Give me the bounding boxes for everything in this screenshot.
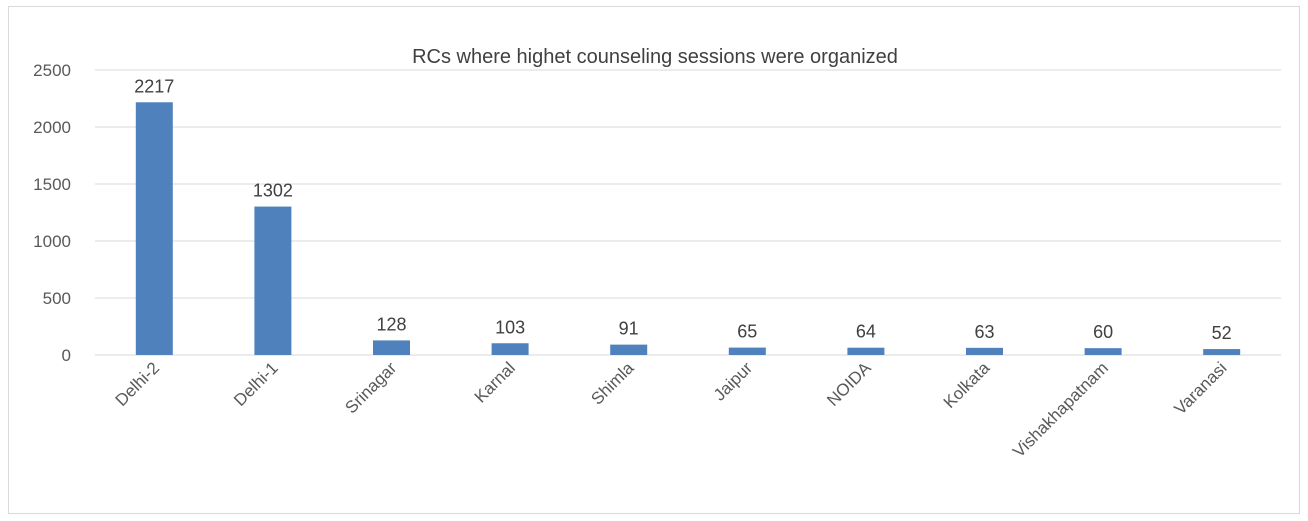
bar [847,347,885,355]
chart-title: RCs where highet counseling sessions wer… [412,46,898,68]
y-tick-label: 0 [62,346,71,365]
bar [1203,349,1241,355]
y-tick-label: 2000 [33,118,71,137]
gridlines [95,69,1281,356]
bar [373,340,410,355]
category-label: NOIDA [823,358,875,410]
data-label: 64 [856,322,876,342]
data-labels: 2217 1302 128 103 91 65 64 63 60 52 [134,76,1231,343]
bar [491,343,529,355]
x-axis-categories: Delhi-2 Delhi-1 Srinagar Karnal Shimla Jaipur… [112,358,1231,461]
data-label: 60 [1093,322,1113,342]
bar-chart: RCs where highet counseling sessions wer… [33,46,1281,461]
bar [135,102,173,356]
category-label: Delhi-1 [230,358,282,410]
data-label: 91 [619,319,639,339]
y-tick-label: 1000 [33,232,71,251]
bars [135,102,1241,356]
category-label: Varanasi [1171,358,1231,418]
data-label: 128 [376,314,406,334]
category-label: Srinagar [341,358,400,417]
category-label: Karnal [471,358,519,406]
chart-area: RCs where highet counseling sessions wer… [8,6,1300,514]
category-label: Shimla [587,358,638,409]
data-label: 1302 [253,181,293,201]
y-tick-label: 500 [43,289,71,308]
category-label: Jaipur [710,358,756,404]
bar [1084,348,1122,355]
bar [610,344,648,355]
bar [728,347,766,355]
data-label: 52 [1212,323,1232,343]
data-label: 65 [737,322,757,342]
bar [254,206,292,355]
data-label: 63 [974,322,994,342]
data-label: 103 [495,317,525,337]
bar [966,347,1003,355]
y-axis-ticks: 0 500 1000 1500 2000 2500 [33,61,71,365]
category-label: Delhi-2 [112,358,164,410]
data-label: 2217 [134,76,174,96]
category-label: Vishakhapatnam [1009,358,1112,461]
y-tick-label: 2500 [33,61,71,80]
category-label: Kolkata [940,358,994,412]
y-tick-label: 1500 [33,175,71,194]
